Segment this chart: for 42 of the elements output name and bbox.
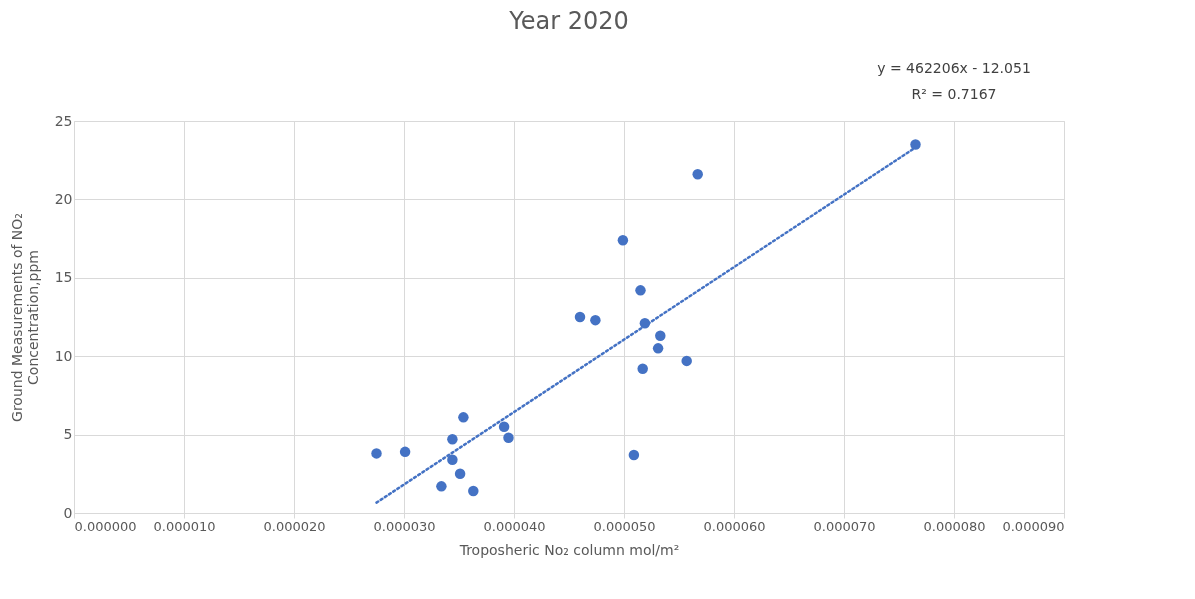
x-tick-label: 0.000090 xyxy=(1002,518,1065,534)
x-tick-label: 0.000070 xyxy=(813,518,876,534)
point xyxy=(628,449,640,461)
point xyxy=(458,412,469,423)
point xyxy=(635,285,646,296)
y-tick-label: 25 xyxy=(54,112,73,129)
point xyxy=(637,363,648,374)
x-tick-label: 0.000020 xyxy=(263,518,326,534)
point xyxy=(399,446,411,458)
x-tick-label: 0.000050 xyxy=(593,518,656,534)
x-tick-label: 0.000060 xyxy=(703,518,766,534)
x-axis-title: Troposheric No₂ column mol/m² xyxy=(458,541,680,558)
point xyxy=(436,481,447,492)
x-tick-label: 0.000010 xyxy=(153,518,216,534)
x-tick-label: 0.000000 xyxy=(74,518,137,534)
y-tick-label: 20 xyxy=(54,190,73,207)
point xyxy=(574,311,586,323)
text: R² = 0.7167 xyxy=(911,86,997,102)
point xyxy=(503,432,514,443)
point xyxy=(681,355,692,367)
x-tick-label: 0.000040 xyxy=(483,518,546,534)
point xyxy=(617,234,629,246)
point xyxy=(498,421,510,432)
x-tick-label: 0.000080 xyxy=(923,518,986,534)
y-tick-label: 0 xyxy=(63,504,73,521)
y-tick-label: 5 xyxy=(63,426,73,443)
y-axis-title: Ground Measurements of NO₂ Concentration,ppm xyxy=(8,213,41,422)
point xyxy=(652,343,664,354)
point xyxy=(468,485,479,497)
point xyxy=(655,330,666,342)
text: y = 462206x - 12.051 xyxy=(877,60,1031,76)
point xyxy=(454,468,466,480)
point xyxy=(447,434,458,445)
point xyxy=(447,454,458,465)
point xyxy=(910,139,921,150)
point xyxy=(692,169,703,180)
x-tick-label: 0.000030 xyxy=(373,518,436,534)
point xyxy=(590,314,601,326)
y-tick-label: 10 xyxy=(54,347,73,364)
point xyxy=(371,448,382,459)
chart-title: Year 2020 xyxy=(508,7,629,35)
y-tick-label: 15 xyxy=(54,269,73,286)
